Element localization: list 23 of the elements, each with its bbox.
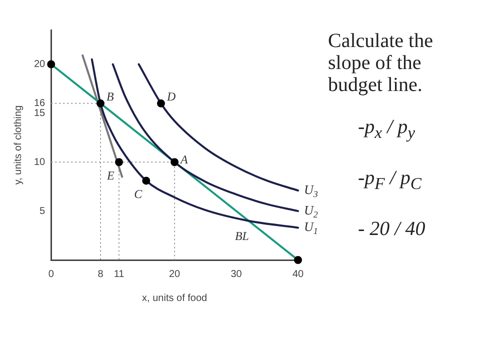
annotation: B bbox=[106, 90, 114, 104]
x-tick-label: 0 bbox=[48, 268, 54, 280]
y-axis-title: y, units of clothing bbox=[12, 105, 24, 185]
x-tick-label: 11 bbox=[114, 268, 125, 280]
y-tick-label: 16 bbox=[34, 98, 46, 110]
annotation: E bbox=[106, 168, 116, 182]
annotation: C bbox=[134, 186, 144, 201]
annotation: A bbox=[180, 152, 189, 166]
text: - 20 / 40 bbox=[358, 218, 426, 241]
y-tick-label: 15 bbox=[34, 108, 46, 119]
y-tick-label: 10 bbox=[34, 156, 46, 168]
x-tick-label: 30 bbox=[230, 268, 242, 280]
x-tick-label: 40 bbox=[292, 268, 304, 280]
y-tick-label: 20 bbox=[34, 59, 46, 70]
x-axis-title: x, units of food bbox=[142, 292, 208, 304]
annotation: D bbox=[166, 90, 176, 104]
text: Calculate the slope of the budget line. bbox=[328, 30, 434, 96]
x-tick-label: 20 bbox=[169, 268, 181, 280]
y-tick-label: 5 bbox=[40, 206, 46, 217]
annotation: BL bbox=[234, 228, 250, 243]
text: -p$_{F}$ / p$_{C}$ bbox=[358, 167, 423, 194]
x-tick-label: 8 bbox=[98, 268, 104, 280]
text: -p$_{x}$ / p$_{y}$ bbox=[358, 116, 416, 143]
